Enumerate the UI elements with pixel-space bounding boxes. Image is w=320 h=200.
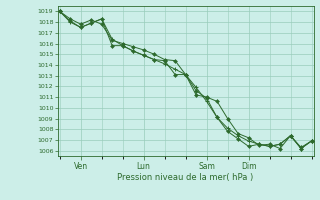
X-axis label: Pression niveau de la mer( hPa ): Pression niveau de la mer( hPa ) (117, 173, 254, 182)
